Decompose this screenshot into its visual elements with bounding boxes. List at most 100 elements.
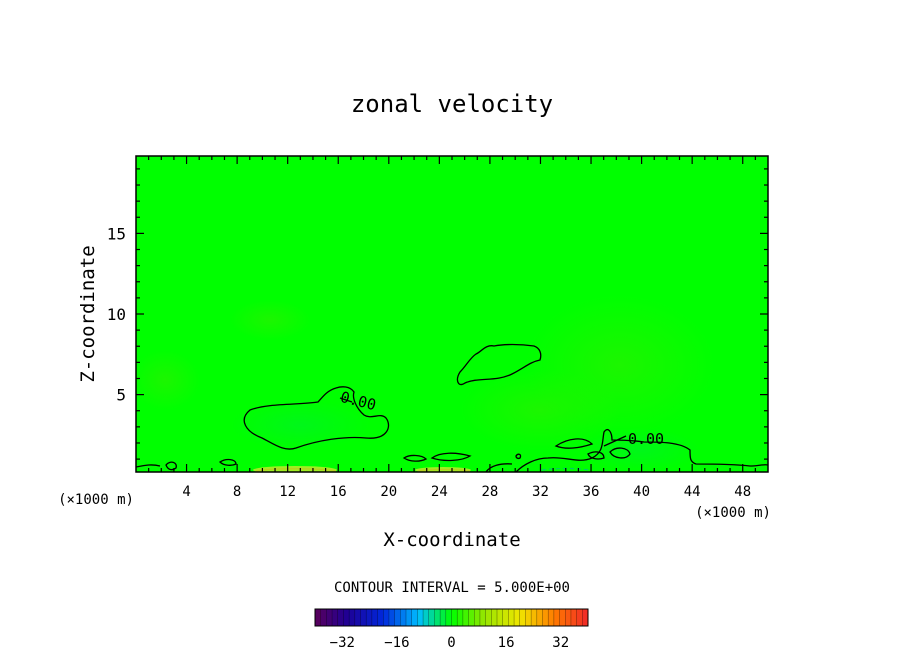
colorbar-cell [434,609,441,626]
field-shade-2 [460,370,620,450]
x-tick-label: 24 [431,484,448,500]
contour-interval-text: CONTOUR INTERVAL = 5.000E+00 [334,580,570,596]
contour-line [456,343,542,386]
colorbar-cell [354,609,361,626]
colorbar-cell [326,609,333,626]
contour-line [603,435,627,447]
colorbar-cell [377,609,384,626]
colorbar-cell [428,609,435,626]
y-tick-label: 5 [116,386,126,405]
field-shade-5 [230,300,310,340]
x-unit-label-right: (×1000 m) [695,505,771,521]
contour-line [587,451,605,460]
colorbar-cell [337,609,344,626]
colorbar-cell [468,609,475,626]
colorbar-cell [394,609,401,626]
x-unit-label-left: (×1000 m) [58,492,134,508]
colorbar-cell [548,609,555,626]
colorbar-cell [485,609,492,626]
colorbar-tick-label: −32 [330,635,355,651]
colorbar-cell [451,609,458,626]
colorbar-cell [491,609,498,626]
contour-line [136,464,161,468]
x-tick-label: 4 [182,484,190,500]
colorbar-cell [343,609,350,626]
contour-line [430,452,472,462]
chart-title: zonal velocity [351,90,553,118]
contour-line [165,461,177,471]
x-tick-label: 12 [279,484,296,500]
colorbar-cell [479,609,487,626]
contour-line [515,453,522,460]
field-shade-4 [580,428,700,472]
colorbar-tick-label: −16 [384,635,409,651]
colorbar-cell [536,609,543,626]
contour-line [243,386,390,450]
field-shade-6 [136,350,200,410]
contour-line [554,438,594,449]
colorbar-cell [315,609,322,626]
colorbar-cell [531,609,538,626]
colorbar-cell [576,609,583,626]
colorbar-tick-label: 0 [447,635,455,651]
x-tick-label: 28 [481,484,498,500]
colorbar-cell [366,609,373,626]
x-tick-label: 44 [684,484,701,500]
x-tick-label: 20 [380,484,397,500]
x-tick-label: 8 [233,484,241,500]
colorbar-labels: −32 −16 0 16 32 [330,635,569,651]
x-tick-label: 16 [330,484,347,500]
contour-lines [136,343,768,472]
colorbar-cell [332,609,339,626]
contour-line-yellow [417,468,471,472]
colorbar-tick-label: 16 [498,635,515,651]
colorbar-cell [445,609,452,626]
colorbar-cell [400,609,407,626]
colorbar-cell [582,609,589,626]
colorbar-cell [349,609,356,626]
colorbar-cell [462,609,469,626]
x-tick-label: 32 [532,484,549,500]
contour-line [402,454,428,462]
tick-layer [136,156,768,472]
contour-label: 0.00 [628,430,664,448]
colorbar-cell [406,609,413,626]
colorbar-cell [320,609,327,626]
x-tick-label: 48 [734,484,751,500]
colorbar-cell [423,609,430,626]
colorbar-cell [371,609,378,626]
x-tick-label: 36 [583,484,600,500]
colorbar-cell [360,609,367,626]
colorbar-frame [314,608,589,627]
colorbar-cell [457,609,464,626]
colorbar-cell [508,609,515,626]
contour-line-yellow [255,468,337,472]
colorbar-cell [553,609,560,626]
colorbar-cell [565,609,572,626]
colorbar-cell [440,609,447,626]
colorbar-cell [411,609,418,626]
colorbar-cell [525,609,532,626]
colorbar-cell [559,609,566,626]
heatmap-field: 0.00 0.00 [136,156,768,472]
colorbar-cell [514,609,521,626]
colorbar-cell [497,609,504,626]
contour-line [218,458,237,466]
field-shade-3 [230,400,370,450]
colorbar [314,608,589,627]
colorbar-cell [388,609,396,626]
colorbar-cell [519,609,526,626]
contour-line [609,447,631,459]
colorbar-cell [542,609,549,626]
contour-line [485,463,513,472]
colorbar-cell [383,609,390,626]
y-axis-title: Z-coordinate [77,245,99,382]
y-tick-label: 15 [107,224,126,243]
contour-line [515,428,768,472]
colorbar-tick-label: 32 [552,635,569,651]
x-tick-label: 40 [633,484,650,500]
contour-line [339,397,353,403]
colorbar-cell [474,609,481,626]
